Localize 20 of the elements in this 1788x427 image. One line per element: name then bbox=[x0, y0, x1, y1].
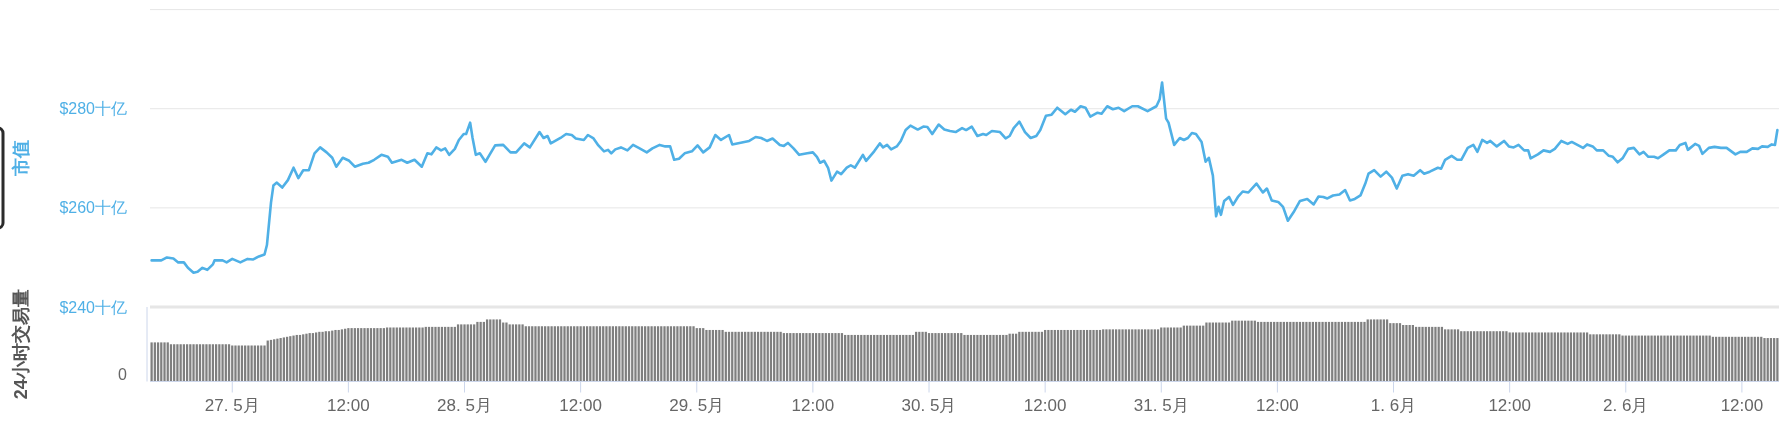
text: 0 bbox=[118, 366, 128, 383]
x-tick-label: 30. 5月 bbox=[901, 396, 957, 415]
x-tick-label: 1. 6月 bbox=[1370, 396, 1417, 415]
x-tick-label: 12:00 bbox=[1256, 396, 1299, 415]
x-tick-label: 12:00 bbox=[1488, 396, 1531, 415]
x-tick-label: 12:00 bbox=[1720, 396, 1764, 415]
x-tick-label: 27. 5月 bbox=[204, 396, 260, 415]
x-tick-label: 12:00 bbox=[559, 396, 602, 415]
y-axis-title: 市值 bbox=[11, 140, 31, 178]
x-tick-label: 12:00 bbox=[327, 396, 370, 415]
x-tick-label: 12:00 bbox=[1023, 396, 1067, 415]
x-tick-label: 28. 5月 bbox=[437, 396, 492, 415]
x-tick-label: 12:00 bbox=[791, 396, 835, 415]
y-tick-label: $260十亿 bbox=[59, 199, 127, 217]
y-tick-label: $240十亿 bbox=[59, 298, 127, 316]
x-tick-label: 2. 6月 bbox=[1603, 396, 1649, 415]
y-axis-title: 24小时交易量 bbox=[11, 289, 31, 400]
y-tick-label: $280十亿 bbox=[59, 100, 127, 118]
x-tick-label: 31. 5月 bbox=[1133, 396, 1189, 415]
x-tick-label: 29. 5月 bbox=[669, 396, 725, 415]
